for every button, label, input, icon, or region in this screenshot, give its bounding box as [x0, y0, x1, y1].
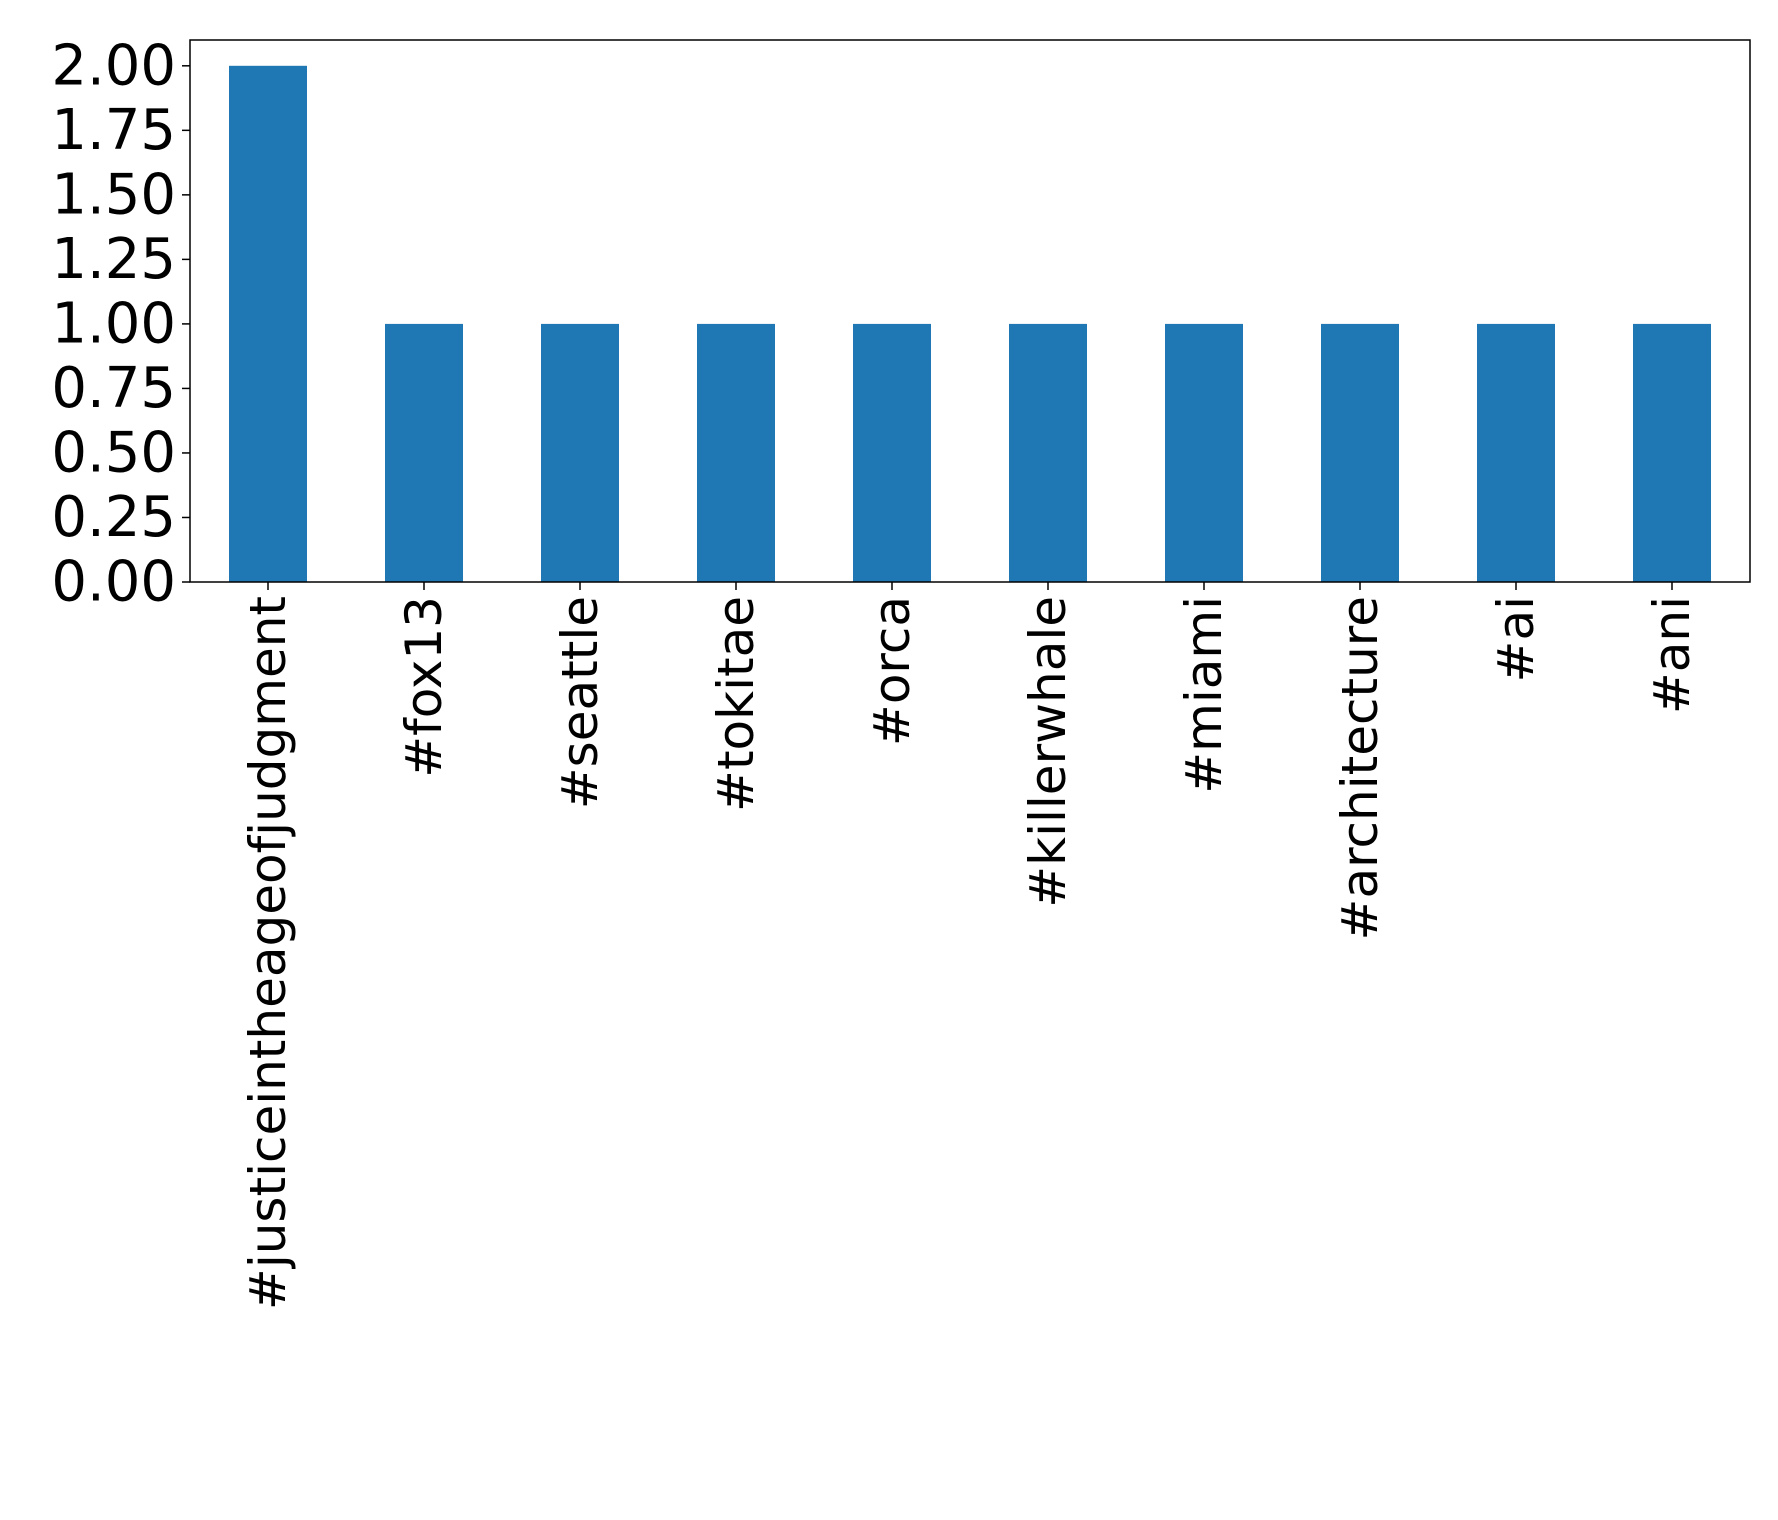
- bar-1: [385, 323, 463, 582]
- y-tick-label-4: 1.00: [51, 291, 176, 356]
- x-tick-label-8: #ai: [1487, 596, 1545, 682]
- x-tick-label-9: #ani: [1643, 596, 1701, 714]
- x-axis: #justiceintheageofjudgment #fox13 #seattle…: [239, 582, 1701, 1310]
- x-tick-label-4: #orca: [863, 596, 921, 746]
- bar-0: [229, 65, 307, 583]
- y-tick-label-3: 0.75: [51, 356, 176, 421]
- y-tick-label-1: 0.25: [51, 485, 176, 550]
- bar-5: [1009, 323, 1087, 582]
- bar-3: [697, 323, 775, 582]
- x-tick-label-5: #killerwhale: [1019, 596, 1077, 908]
- x-tick-label-0: #justiceintheageofjudgment: [239, 596, 297, 1310]
- bar-4: [853, 323, 931, 582]
- bar-2: [541, 323, 619, 582]
- x-tick-label-6: #miami: [1175, 596, 1233, 794]
- y-axis: 0.000.250.500.751.001.251.501.752.00: [51, 33, 190, 615]
- y-tick-label-7: 1.75: [51, 98, 176, 163]
- bar-6: [1165, 323, 1243, 582]
- x-tick-label-2: #seattle: [551, 596, 609, 809]
- y-tick-label-2: 0.50: [51, 420, 176, 485]
- y-tick-label-6: 1.50: [51, 162, 176, 227]
- plot-frame: [189, 39, 1751, 583]
- bar-7: [1321, 323, 1399, 582]
- x-tick-label-7: #architecture: [1331, 596, 1389, 940]
- y-tick-label-5: 1.25: [51, 227, 176, 292]
- bars-group: [229, 65, 1711, 583]
- y-tick-label-8: 2.00: [51, 33, 176, 98]
- y-tick-label-0: 0.00: [51, 550, 176, 615]
- x-tick-label-3: #tokitae: [707, 596, 765, 812]
- bar-9: [1633, 323, 1711, 582]
- bar-8: [1477, 323, 1555, 582]
- x-tick-label-1: #fox13: [395, 596, 453, 778]
